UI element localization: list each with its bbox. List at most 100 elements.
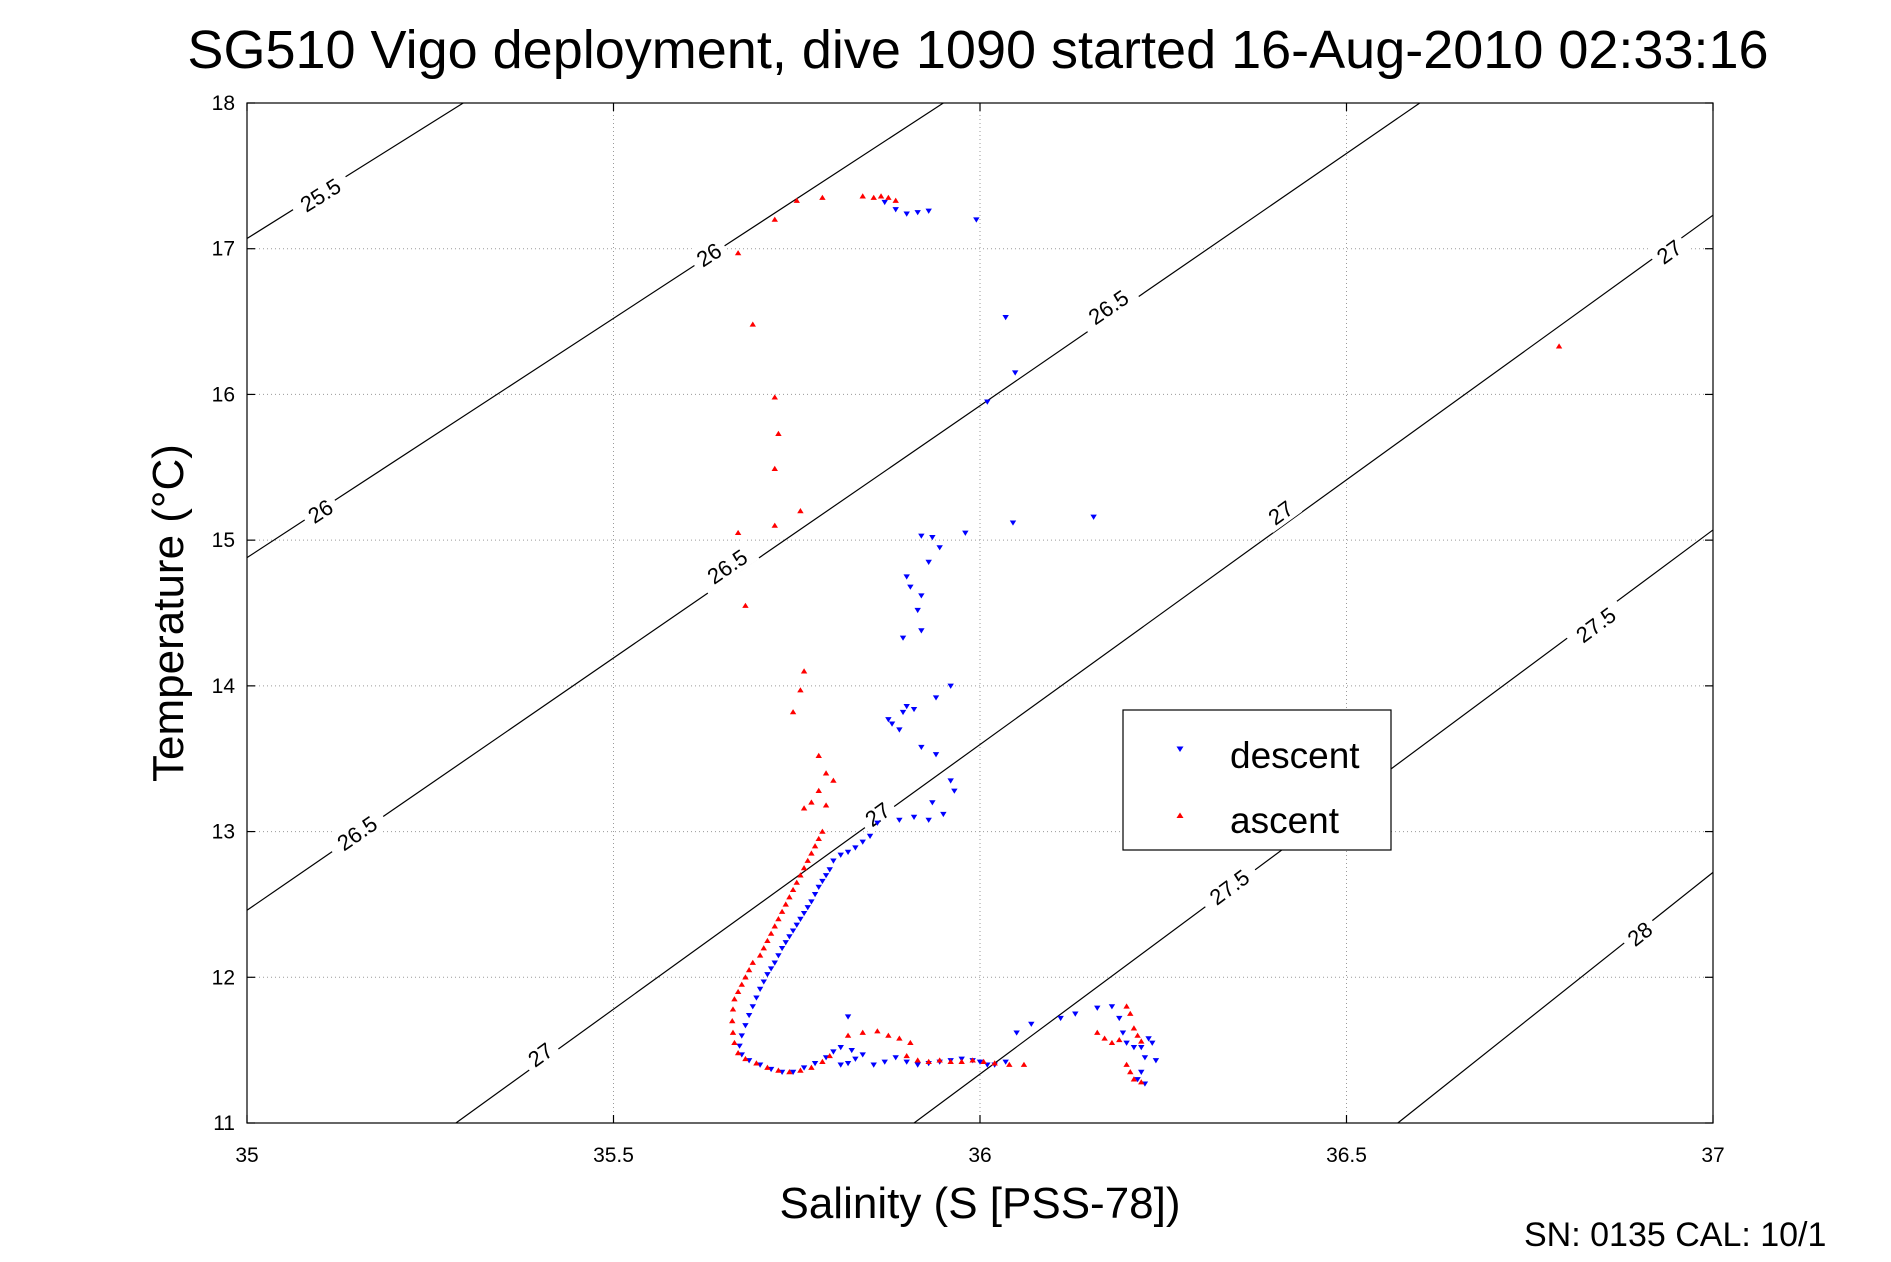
ascent-point [731,1039,738,1046]
descent-point [1028,1021,1035,1027]
contour-label-bg [286,166,353,222]
descent-point [973,217,980,223]
ascent-point [969,1057,976,1063]
ascent-point [786,1069,793,1075]
ascent-point [980,1058,987,1064]
ascent-point [885,194,892,200]
descent-point [819,878,826,885]
descent-point [793,922,800,928]
footer-calibration: SN: 0135 CAL: 10/1 [1524,1216,1826,1254]
descent-point [892,1055,899,1061]
descent-point [881,199,888,206]
ascent-point [991,1060,998,1066]
ascent-point [1130,1076,1138,1082]
descent-point [789,928,797,934]
descent-point [767,966,775,972]
descent-point [888,721,896,727]
descent-point [844,1061,852,1067]
contour-label-bg [686,232,731,275]
ascent-point [804,857,811,863]
descent-point [1116,1015,1123,1022]
ascent-point [778,908,786,914]
ascent-point [734,250,742,256]
ascent-point [903,1052,910,1059]
descent-point [760,979,767,985]
ascent-point [789,709,797,715]
ascent-point [892,197,899,203]
isopycnal-line [246,102,1421,911]
y-tick-label: 15 [212,529,235,552]
ascent-point [731,996,738,1002]
ascent-point [760,945,767,951]
descent-point [929,800,936,806]
isopycnal-line [246,102,464,240]
descent-point [1108,1004,1116,1010]
descent-point [797,916,804,922]
descent-point [925,817,932,823]
descent-point [932,752,940,758]
ascent-point [826,1052,833,1059]
contour-label-bg [1562,594,1628,653]
ascent-point [808,1064,815,1070]
ascent-point [815,752,822,758]
descent-point [844,1014,852,1020]
descent-point [830,858,837,864]
descent-point [1134,1077,1141,1083]
descent-point [914,210,921,216]
ascent-point [1094,1029,1101,1035]
ascent-point [742,1055,749,1062]
ascent-point [1108,1039,1116,1046]
descent-point [1119,1030,1127,1036]
descent-point [742,1023,749,1029]
legend-ascent-marker [1176,812,1184,818]
descent-point [896,727,903,733]
ascent-point [800,865,808,871]
descent-point [907,584,914,590]
descent-point [736,1043,743,1049]
descent-point [837,1062,844,1068]
ascent-point [793,197,800,203]
descent-point [899,709,907,716]
x-axis-ticks: 35 35.5 36 36.5 37 [235,103,1725,1167]
descent-point [859,1052,866,1058]
ascent-series [729,193,1563,1085]
ascent-point [800,805,808,811]
descent-point [1002,315,1009,321]
descent-point [815,884,822,890]
descent-point [947,778,954,784]
ascent-point [745,967,753,973]
ascent-point [786,894,793,900]
isopycnal-line [455,214,1714,1124]
descent-point [929,535,936,541]
ascent-point [808,850,815,856]
descent-point [866,833,874,839]
contour-label-bg [693,537,760,594]
descent-point [811,892,819,898]
legend-descent-marker [1176,746,1184,752]
descent-point [1145,1036,1152,1042]
descent-point [1057,1015,1064,1022]
contour-label-bg [323,803,390,861]
ascent-point [1138,1038,1145,1044]
descent-point [837,1045,844,1051]
descent-point [753,995,760,1001]
descent-point [936,545,943,551]
descent-series [736,199,1160,1087]
descent-point [914,1062,921,1068]
x-tick-label: 36.5 [1326,1144,1367,1167]
descent-point [962,530,969,536]
isopycnal-line [1397,871,1714,1124]
descent-point [925,208,932,214]
y-tick-label: 13 [212,821,235,844]
ascent-point [896,1035,903,1041]
descent-point [804,905,811,911]
ascent-point [811,843,819,849]
descent-point [800,1065,808,1071]
ascent-point [1123,1061,1130,1067]
ascent-point [1006,1061,1013,1067]
isopycnal-line [246,102,944,559]
ascent-point [844,1032,852,1038]
descent-point [800,910,808,917]
descent-point [918,533,925,539]
